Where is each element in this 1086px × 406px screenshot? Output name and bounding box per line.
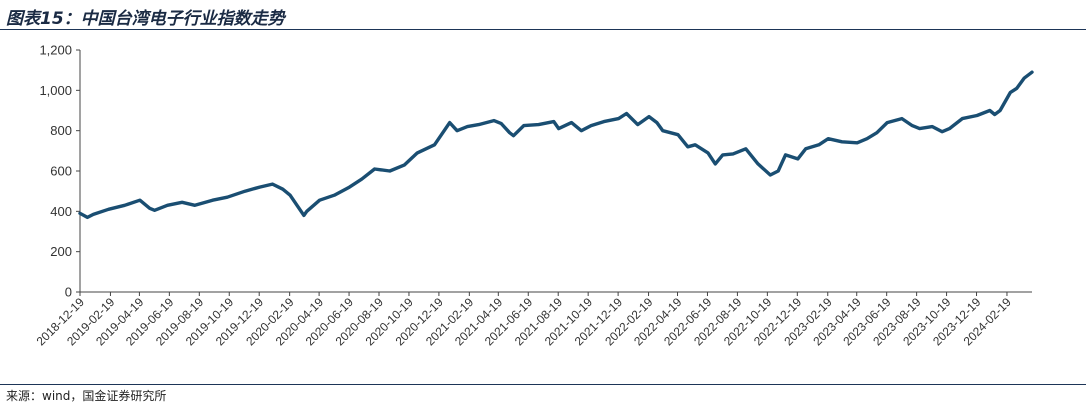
figure-title: 图表15：中国台湾电子行业指数走势 <box>6 9 285 29</box>
title-divider <box>0 29 1086 30</box>
y-tick-label: 800 <box>50 123 72 138</box>
index-line <box>78 70 1034 220</box>
source-divider <box>0 384 1086 385</box>
y-tick-label: 600 <box>50 164 72 179</box>
y-tick-label: 1,200 <box>39 43 72 58</box>
y-tick-label: 1,000 <box>39 83 72 98</box>
x-axis-ticks: 2018-12-192019-02-192019-04-192019-06-19… <box>34 292 1014 348</box>
source-note: 来源：wind，国金证券研究所 <box>6 389 167 403</box>
y-tick-label: 200 <box>50 244 72 259</box>
y-tick-label: 400 <box>50 204 72 219</box>
chart-series <box>78 70 1034 220</box>
y-axis-ticks: 0 200 400 600 800 1,000 1,200 <box>39 43 80 300</box>
chart-axes <box>79 50 1032 293</box>
line-chart: 0 200 400 600 800 1,000 1,200 2018-12-192019-0… <box>34 43 1034 348</box>
y-tick-label: 0 <box>65 285 72 300</box>
